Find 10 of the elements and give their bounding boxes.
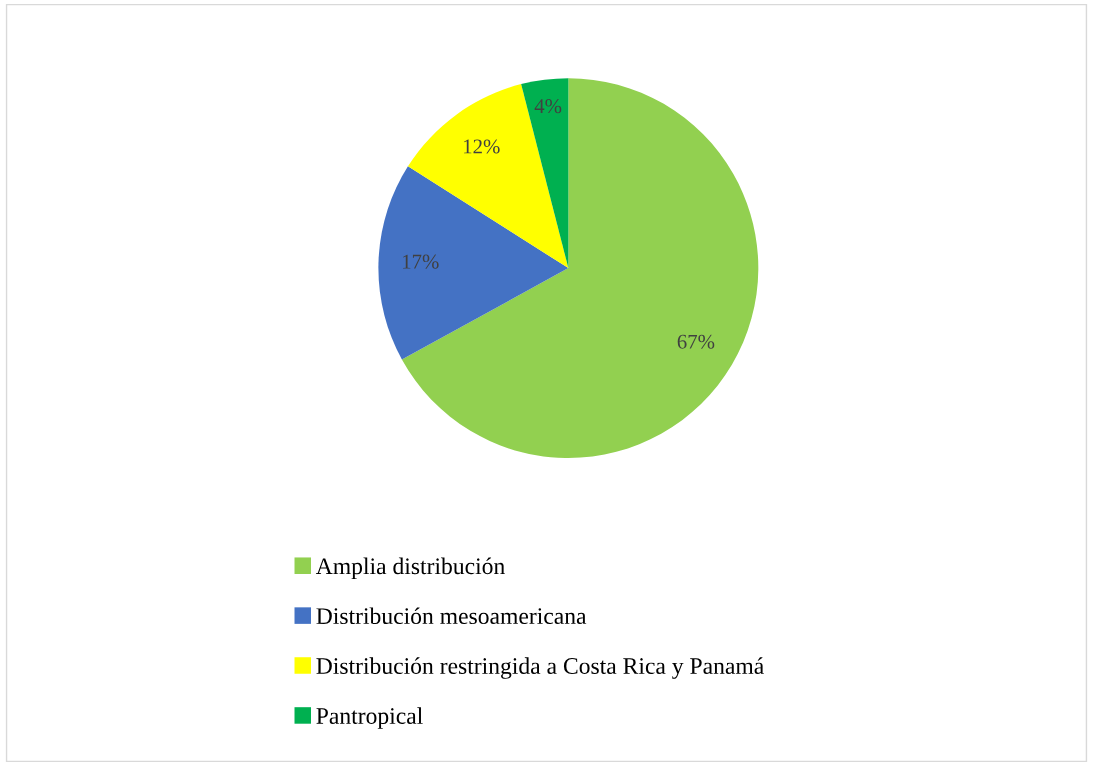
data-label: 4%: [534, 99, 562, 114]
pie-slice: [378, 166, 569, 360]
legend-label: Pantropical: [316, 707, 423, 729]
data-label: 67%: [677, 334, 715, 349]
data-label: 17%: [403, 254, 439, 269]
pie-slice: [401, 78, 759, 459]
data-label: 12%: [464, 139, 500, 154]
legend-label: Distribución restringida a Costa Rica y Panamá: [316, 657, 764, 679]
legend-label: Amplia distribución: [315, 557, 505, 580]
legend-label: Distribución mesoamericana: [316, 607, 587, 625]
